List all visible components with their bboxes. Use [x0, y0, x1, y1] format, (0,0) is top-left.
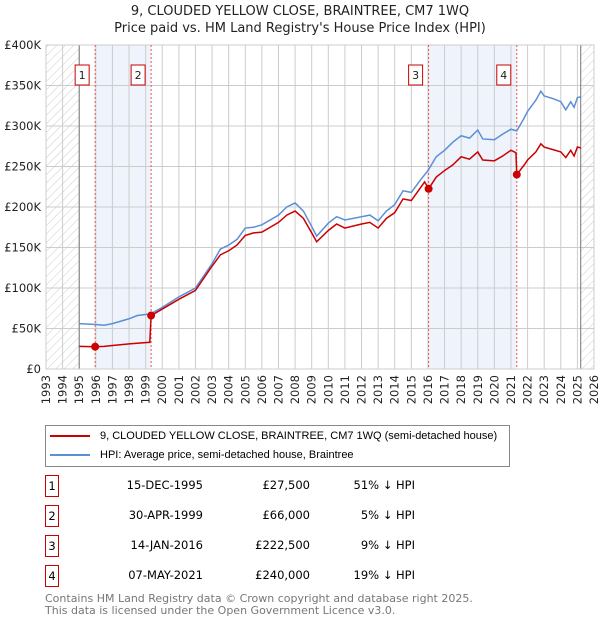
footer: Contains HM Land Registry data © Crown c… [45, 593, 473, 617]
x-tick-label: 2025 [570, 375, 584, 404]
chart-title: 9, CLOUDED YELLOW CLOSE, BRAINTREE, CM7 … [0, 3, 600, 37]
date: 07-MAY-2021 [128, 568, 203, 582]
x-tick-label: 2002 [188, 375, 202, 404]
y-tick-label: £50K [12, 322, 42, 336]
legend: 9, CLOUDED YELLOW CLOSE, BRAINTREE, CM7 … [45, 425, 510, 467]
hpi-diff: 9% ↓ HPI [360, 538, 415, 552]
sale-label-box [408, 64, 424, 86]
x-tick-label: 2003 [205, 375, 219, 404]
x-tick-label: 1997 [105, 375, 119, 404]
x-tick-label: 1998 [122, 375, 136, 404]
x-tick-label: 2026 [587, 375, 600, 404]
x-tick-label: 1995 [72, 375, 86, 404]
x-tick-label: 2008 [288, 375, 302, 404]
hpi-diff: 5% ↓ HPI [360, 508, 415, 522]
x-tick-label: 2022 [521, 375, 535, 404]
sale-label: 3 [412, 69, 419, 82]
x-tick-label: 2024 [554, 375, 568, 404]
x-tick-label: 2023 [537, 375, 551, 404]
title: 9, CLOUDED YELLOW CLOSE, BRAINTREE, CM7 … [130, 4, 470, 19]
x-tick-label: 2010 [321, 375, 335, 404]
x-tick-label: 2001 [172, 375, 186, 404]
plot-frame [45, 44, 595, 370]
price: £66,000 [262, 508, 310, 522]
x-tick-label: 1996 [89, 375, 103, 404]
date: 15-DEC-1995 [126, 478, 203, 492]
price-chart: 1993 1994 1995 1996 1997 1998 1999 2000 2001 2002… [4, 38, 600, 404]
sale-label-box [130, 64, 146, 86]
sale-label: 4 [500, 69, 507, 82]
series-line [79, 89, 581, 327]
y-tick-label: £300K [4, 119, 41, 133]
x-tick-label: 2019 [471, 375, 485, 404]
x-tick-label: 2020 [487, 375, 501, 404]
price: £27,500 [262, 478, 310, 492]
x-tick-label: 1999 [139, 375, 153, 404]
x-tick-label: 1994 [56, 375, 70, 404]
sale-label-box [496, 64, 512, 86]
legend-label: HPI: Average price, semi-detached house,… [100, 448, 354, 461]
marker-badge: 1 [45, 475, 59, 497]
x-tick-label: 1993 [39, 375, 53, 404]
series-line [79, 142, 581, 348]
sale-point [147, 311, 156, 320]
price: £240,000 [255, 568, 310, 582]
x-tick-label: 2012 [355, 375, 369, 404]
date: 14-JAN-2016 [130, 538, 204, 552]
copyright-text: Contains HM Land Registry data © Crown c… [45, 592, 473, 605]
sale-point [512, 170, 521, 179]
license-text: This data is licensed under the Open Gov… [45, 604, 396, 617]
price: £222,500 [255, 538, 310, 552]
y-tick-label: £400K [4, 38, 41, 52]
legend-item-property: 9, CLOUDED YELLOW CLOSE, BRAINTREE, CM7 … [46, 426, 509, 445]
x-tick-label: 2016 [421, 375, 435, 404]
x-tick-label: 2007 [271, 375, 285, 404]
sale-point [91, 342, 100, 351]
y-tick-label: £150K [4, 241, 41, 255]
x-tick-label: 2017 [438, 375, 452, 404]
y-tick-label: £0 [26, 362, 41, 376]
x-tick-label: 2009 [305, 375, 319, 404]
y-tick-label: £350K [4, 79, 41, 93]
sale-label-box [74, 64, 90, 86]
sale-label: 2 [135, 69, 142, 82]
date: 30-APR-1999 [128, 508, 203, 522]
x-tick-label: 2011 [338, 375, 352, 404]
x-tick-label: 2000 [155, 375, 169, 404]
blue-line-swatch [50, 453, 90, 456]
hpi-diff: 19% ↓ HPI [353, 568, 415, 582]
x-tick-label: 2014 [388, 375, 402, 404]
x-tick-label: 2013 [371, 375, 385, 404]
sale-point [424, 184, 433, 193]
x-tick-label: 2021 [504, 375, 518, 404]
y-tick-label: £200K [4, 200, 41, 214]
red-line-swatch [50, 434, 90, 437]
hpi-diff: 51% ↓ HPI [353, 478, 415, 492]
y-tick-label: £250K [4, 160, 41, 174]
x-tick-label: 2015 [404, 375, 418, 404]
marker-badge: 3 [45, 535, 59, 557]
sale-label: 1 [79, 69, 86, 82]
marker-badge: 4 [45, 565, 59, 587]
x-tick-label: 2006 [255, 375, 269, 404]
legend-item-hpi: HPI: Average price, semi-detached house,… [46, 445, 509, 464]
legend-label: 9, CLOUDED YELLOW CLOSE, BRAINTREE, CM7 … [100, 429, 498, 442]
x-tick-label: 2005 [238, 375, 252, 404]
x-tick-label: 2018 [454, 375, 468, 404]
y-tick-label: £100K [4, 281, 41, 295]
subtitle: Price paid vs. HM Land Registry's House … [114, 21, 486, 36]
x-tick-label: 2004 [222, 375, 236, 404]
marker-badge: 2 [45, 505, 59, 527]
